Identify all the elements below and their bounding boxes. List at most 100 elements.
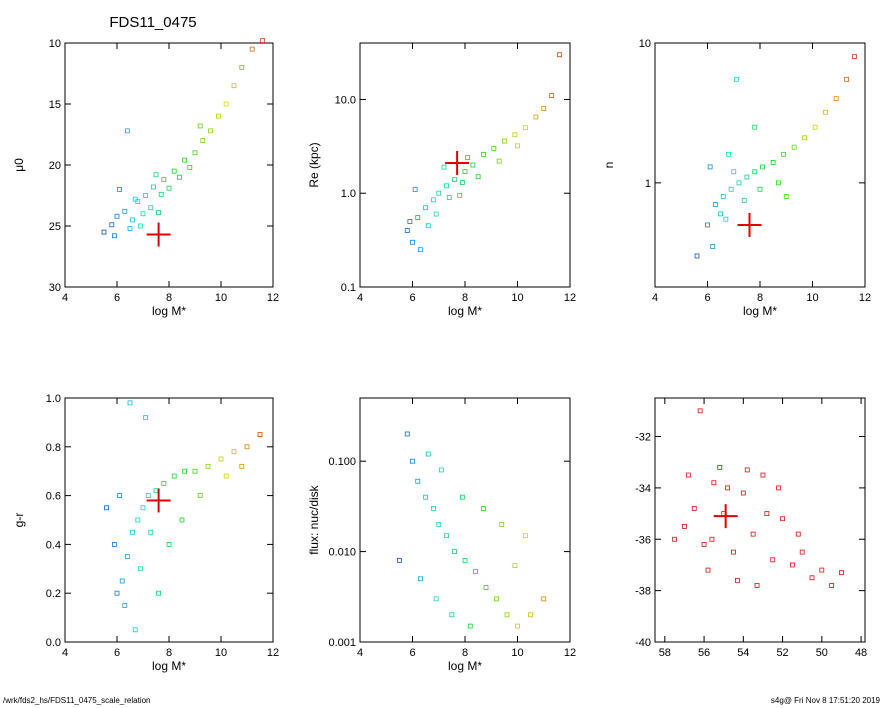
data-point bbox=[452, 549, 457, 554]
data-point bbox=[425, 451, 431, 457]
data-point bbox=[396, 557, 402, 563]
data-point bbox=[839, 570, 844, 576]
x-tick-label: 4 bbox=[62, 647, 68, 659]
data-point bbox=[436, 521, 442, 527]
y-axis-label: μ0 bbox=[12, 158, 26, 172]
data-point bbox=[441, 164, 447, 170]
data-point bbox=[694, 253, 700, 259]
data-point bbox=[158, 191, 164, 197]
data-point bbox=[187, 165, 193, 170]
data-point bbox=[433, 211, 439, 217]
data-point bbox=[541, 596, 547, 602]
data-point bbox=[125, 128, 130, 134]
data-point bbox=[140, 211, 146, 217]
data-point bbox=[446, 195, 452, 200]
x-tick-label: 8 bbox=[166, 647, 172, 659]
x-tick-label: 8 bbox=[462, 292, 468, 304]
x-tick-label: 4 bbox=[62, 292, 68, 304]
y-tick-label: 15 bbox=[49, 99, 61, 111]
data-point bbox=[433, 596, 439, 602]
y-tick-label: 20 bbox=[49, 160, 61, 172]
data-point bbox=[179, 517, 185, 523]
data-point bbox=[760, 164, 766, 170]
data-point bbox=[143, 193, 149, 198]
panel-color: 4 6 8 10 12 0.0 0.2 0.4 0.6 0.8 1.0 log M* g-r bbox=[12, 393, 279, 673]
data-point bbox=[494, 596, 499, 602]
data-point bbox=[512, 132, 518, 138]
x-tick-label: 4 bbox=[357, 292, 363, 304]
y-axis-label: n bbox=[602, 162, 616, 169]
y-tick-label: 10.0 bbox=[335, 94, 356, 106]
footer-path: /wrk/fds2_hs/FDS11_0475_scale_relation bbox=[3, 696, 151, 705]
data-point bbox=[145, 493, 151, 499]
y-tick-label: 1.0 bbox=[46, 393, 61, 405]
y-tick-label: 0.8 bbox=[46, 442, 61, 454]
data-point bbox=[122, 208, 128, 214]
x-tick-label: 10 bbox=[215, 292, 227, 304]
y-tick-label: 0.4 bbox=[46, 539, 61, 551]
data-point bbox=[218, 456, 224, 462]
data-point bbox=[557, 52, 562, 58]
data-point bbox=[504, 612, 510, 618]
data-point bbox=[148, 529, 154, 535]
data-point bbox=[161, 480, 167, 486]
data-point bbox=[723, 216, 729, 222]
data-point bbox=[512, 563, 518, 568]
plot-frame bbox=[654, 397, 866, 643]
x-tick-label: 6 bbox=[409, 647, 415, 659]
x-tick-label: 12 bbox=[859, 292, 871, 304]
data-point bbox=[462, 169, 468, 175]
data-point bbox=[200, 138, 206, 144]
data-point bbox=[697, 408, 703, 414]
data-point bbox=[148, 205, 154, 211]
data-point bbox=[522, 125, 528, 131]
data-point bbox=[731, 169, 737, 175]
x-axis-label: log M* bbox=[448, 304, 482, 318]
data-point bbox=[470, 162, 476, 168]
data-point bbox=[192, 468, 198, 474]
y-tick-label: -32 bbox=[635, 432, 651, 444]
data-point bbox=[109, 222, 115, 228]
data-point bbox=[812, 124, 818, 130]
plot-frame bbox=[359, 397, 571, 643]
data-point bbox=[709, 536, 715, 542]
plot-frame bbox=[359, 42, 571, 288]
data-point bbox=[244, 444, 250, 450]
data-point bbox=[754, 583, 760, 588]
x-tick-label: 12 bbox=[267, 292, 279, 304]
data-point bbox=[415, 215, 421, 220]
data-point bbox=[156, 590, 162, 596]
y-tick-label: -34 bbox=[635, 483, 651, 495]
y-tick-label: 0.100 bbox=[328, 456, 356, 468]
data-point bbox=[197, 493, 203, 499]
data-point bbox=[257, 432, 263, 438]
data-point bbox=[127, 400, 133, 406]
data-point bbox=[533, 114, 539, 120]
data-point bbox=[764, 511, 770, 516]
data-point bbox=[132, 627, 138, 633]
data-point bbox=[752, 169, 758, 175]
data-point bbox=[166, 185, 172, 191]
data-point bbox=[781, 151, 787, 157]
data-point bbox=[176, 174, 182, 180]
data-point bbox=[475, 174, 481, 180]
y-tick-label: 0.010 bbox=[328, 547, 356, 559]
x-tick-label: 12 bbox=[564, 292, 576, 304]
data-point bbox=[153, 488, 159, 494]
x-tick-label: 52 bbox=[776, 647, 788, 659]
y-axis-label: Re (kpc) bbox=[307, 142, 321, 187]
data-point bbox=[410, 239, 415, 245]
data-point bbox=[137, 566, 143, 572]
x-tick-label: 12 bbox=[564, 647, 576, 659]
data-point bbox=[417, 247, 423, 253]
data-point bbox=[208, 128, 214, 134]
data-point bbox=[736, 180, 742, 186]
data-point bbox=[112, 233, 117, 239]
data-point bbox=[132, 196, 138, 202]
x-tick-label: 6 bbox=[704, 292, 710, 304]
data-point bbox=[672, 536, 678, 542]
data-point bbox=[415, 478, 421, 484]
data-point bbox=[819, 567, 825, 573]
data-point bbox=[249, 46, 255, 52]
